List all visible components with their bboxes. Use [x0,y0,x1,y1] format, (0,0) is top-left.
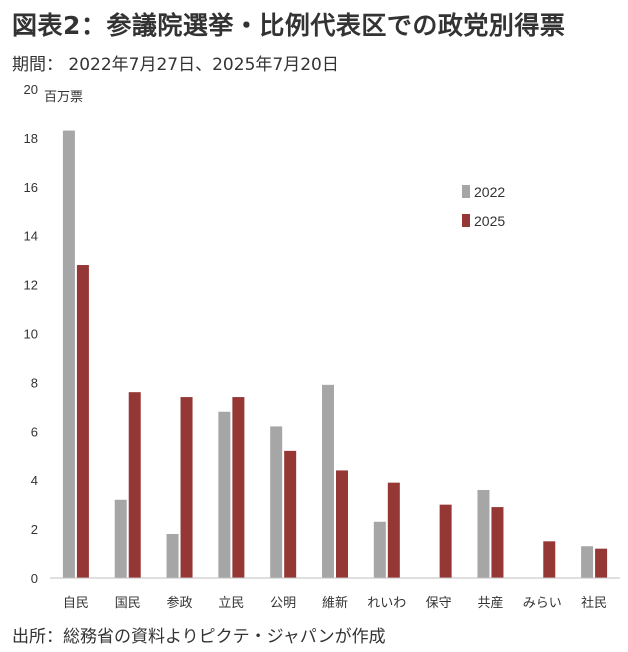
bar-2025-自民 [76,265,89,578]
y-tick-label: 14 [24,229,38,244]
bar-2022-国民 [114,499,127,578]
bar-2025-参政 [180,397,193,578]
y-tick-label: 0 [31,571,38,586]
legend-swatch-2025 [462,214,470,227]
y-tick-label: 20 [24,82,38,97]
y-tick-label: 8 [31,375,38,390]
y-tick-label: 18 [24,131,38,146]
bar-2025-公明 [284,450,297,578]
y-tick-label: 10 [24,327,38,342]
x-tick-label: 維新 [322,595,348,611]
bar-2025-みらい [543,541,556,578]
source-note: 出所：総務省の資料よりピクテ・ジャパンが作成 [12,627,386,647]
bar-2022-自民 [62,130,75,578]
x-tick-label: 立民 [218,596,244,611]
y-tick-label: 2 [31,522,38,537]
bar-2022-社民 [581,546,594,578]
x-tick-label: 共産 [477,595,503,611]
x-tick-label: 参政 [167,595,193,611]
x-tick-label: 国民 [115,596,141,611]
y-tick-label: 12 [24,278,38,293]
chart-title: 図表2：参議院選挙・比例代表区での政党別得票 [12,11,566,40]
x-tick-label: 社民 [581,595,607,611]
bar-2022-公明 [270,426,283,578]
y-axis-label: 百万票 [44,89,83,104]
bar-2025-維新 [336,470,348,578]
x-tick-label: 自民 [63,596,89,611]
chart-subtitle: 期間： 2022年7月27日、2025年7月20日 [12,55,339,75]
bar-2022-共産 [477,489,490,578]
legend-swatch-2022 [462,185,470,198]
x-tick-label: みらい [523,596,562,611]
y-tick-label: 16 [24,180,38,195]
bar-2022-立民 [218,411,231,578]
bar-2022-維新 [322,384,334,578]
x-tick-label: 公明 [270,596,296,611]
x-tick-label: れいわ [367,596,406,611]
bar-2025-立民 [232,397,245,578]
y-tick-label: 4 [31,473,38,488]
x-tick-label: 保守 [426,596,452,611]
bar-2022-れいわ [373,521,386,578]
y-tick-label: 6 [31,424,38,439]
bar-2025-れいわ [387,482,400,578]
bar-2025-国民 [128,392,141,578]
bar-2022-参政 [166,533,179,578]
legend-label-2022: 2022 [474,184,505,200]
bar-2025-保守 [439,504,452,578]
bar-2025-社民 [595,548,608,578]
legend-label-2025: 2025 [474,213,505,229]
bar-2025-共産 [491,507,504,578]
